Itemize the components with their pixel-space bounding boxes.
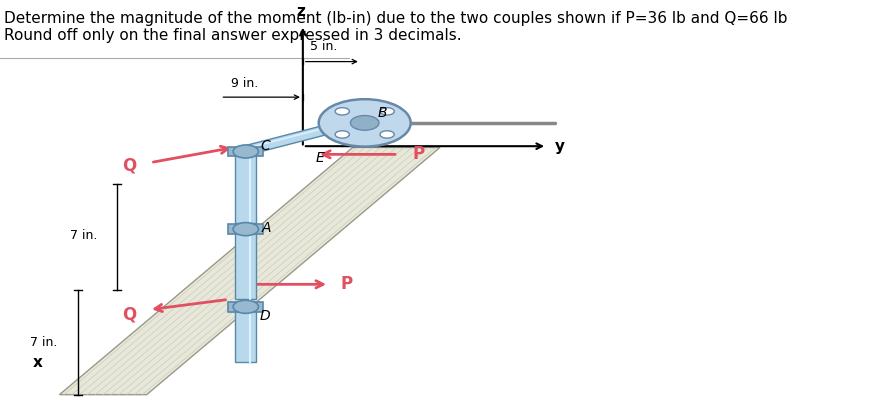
Text: P: P	[412, 145, 425, 163]
Circle shape	[233, 223, 258, 236]
Text: Q: Q	[122, 306, 136, 324]
Text: P: P	[341, 275, 353, 293]
FancyBboxPatch shape	[229, 147, 263, 157]
Text: E: E	[316, 151, 324, 166]
Text: Round off only on the final answer expressed in 3 decimals.: Round off only on the final answer expre…	[4, 28, 462, 43]
Circle shape	[380, 131, 394, 138]
FancyBboxPatch shape	[236, 307, 256, 362]
Text: 9 in.: 9 in.	[231, 77, 258, 90]
Text: B: B	[377, 106, 387, 120]
Text: z: z	[296, 4, 305, 18]
Text: Q: Q	[122, 157, 136, 175]
Text: x: x	[33, 355, 43, 370]
Circle shape	[336, 131, 350, 138]
Polygon shape	[60, 148, 440, 395]
FancyBboxPatch shape	[229, 224, 263, 234]
Polygon shape	[246, 117, 365, 153]
Text: 5 in.: 5 in.	[310, 40, 337, 53]
Circle shape	[233, 145, 258, 158]
Circle shape	[233, 300, 258, 313]
Text: 7 in.: 7 in.	[30, 336, 57, 349]
Text: 7 in.: 7 in.	[69, 229, 97, 242]
Circle shape	[336, 108, 350, 115]
Circle shape	[380, 108, 394, 115]
Text: Determine the magnitude of the moment (lb-in) due to the two couples shown if P=: Determine the magnitude of the moment (l…	[4, 12, 788, 26]
Text: A: A	[262, 221, 271, 235]
Text: D: D	[260, 309, 271, 323]
Circle shape	[351, 115, 379, 130]
FancyBboxPatch shape	[229, 302, 263, 312]
FancyBboxPatch shape	[236, 152, 256, 223]
Text: C: C	[260, 139, 270, 153]
Text: y: y	[555, 139, 565, 154]
Circle shape	[319, 99, 410, 147]
FancyBboxPatch shape	[236, 231, 256, 299]
